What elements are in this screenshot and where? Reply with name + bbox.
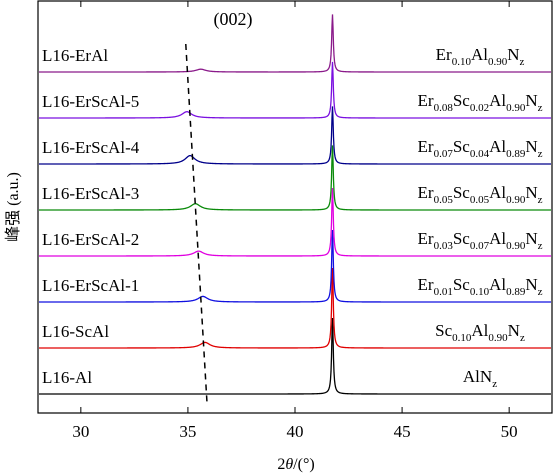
x-tick-label: 45 [394,422,411,441]
formula-label: Er0.10​Al0.90​Nz​ [436,45,525,68]
peak-002-annotation: (002) [214,9,253,30]
formula-label: Er0.08​Sc0.02​Al0.90​Nz​ [418,91,543,114]
series-labels-group: L16-Al AlNz​ L16-ScAl Sc0.10​Al0.90​Nz​ L16-… [42,45,543,390]
formula-label: Er0.03​Sc0.07​Al0.90​Nz​ [418,229,543,252]
x-axis-label: 2θ/(°) [277,456,314,473]
series-name-label: L16-Al [42,368,92,387]
series-name-label: L16-ErScAl-5 [42,92,139,111]
y-axis-label: 峰强 (a.u.) [4,172,22,242]
series-name-label: L16-ErScAl-4 [42,138,140,157]
trace-l16-al [39,318,551,395]
trace-l16-scal [39,267,551,349]
series-name-label: L16-ErScAl-1 [42,276,139,295]
x-tick-label: 40 [287,422,304,441]
series-name-label: L16-ScAl [42,322,109,341]
x-tick-label: 30 [72,422,89,441]
formula-label: Er0.01​Sc0.10​Al0.89​Nz​ [418,275,543,298]
formula-label: Er0.07​Sc0.04​Al0.89​Nz​ [418,137,543,160]
series-name-label: L16-ErScAl-2 [42,230,139,249]
x-tick-label: 50 [501,422,518,441]
trace-l16-erscal-2 [39,187,551,257]
series-name-label: L16-ErAl [42,46,108,65]
formula-label: Sc0.10​Al0.90​Nz​ [435,321,525,344]
trace-l16-erscal-4 [39,106,551,165]
x-tick-label: 35 [179,422,196,441]
trace-l16-erscal-5 [39,61,551,119]
trace-l16-eral [39,14,551,73]
x-axis: 30 35 40 45 50 [72,1,518,441]
trace-l16-erscal-1 [39,229,551,303]
peak-shift-guide [185,43,208,407]
traces-group [39,14,551,395]
formula-label: Er0.05​Sc0.05​Al0.90​Nz​ [418,183,543,206]
series-name-label: L16-ErScAl-3 [42,184,139,203]
formula-label: AlNz​ [463,367,497,390]
trace-l16-erscal-3 [39,145,551,211]
